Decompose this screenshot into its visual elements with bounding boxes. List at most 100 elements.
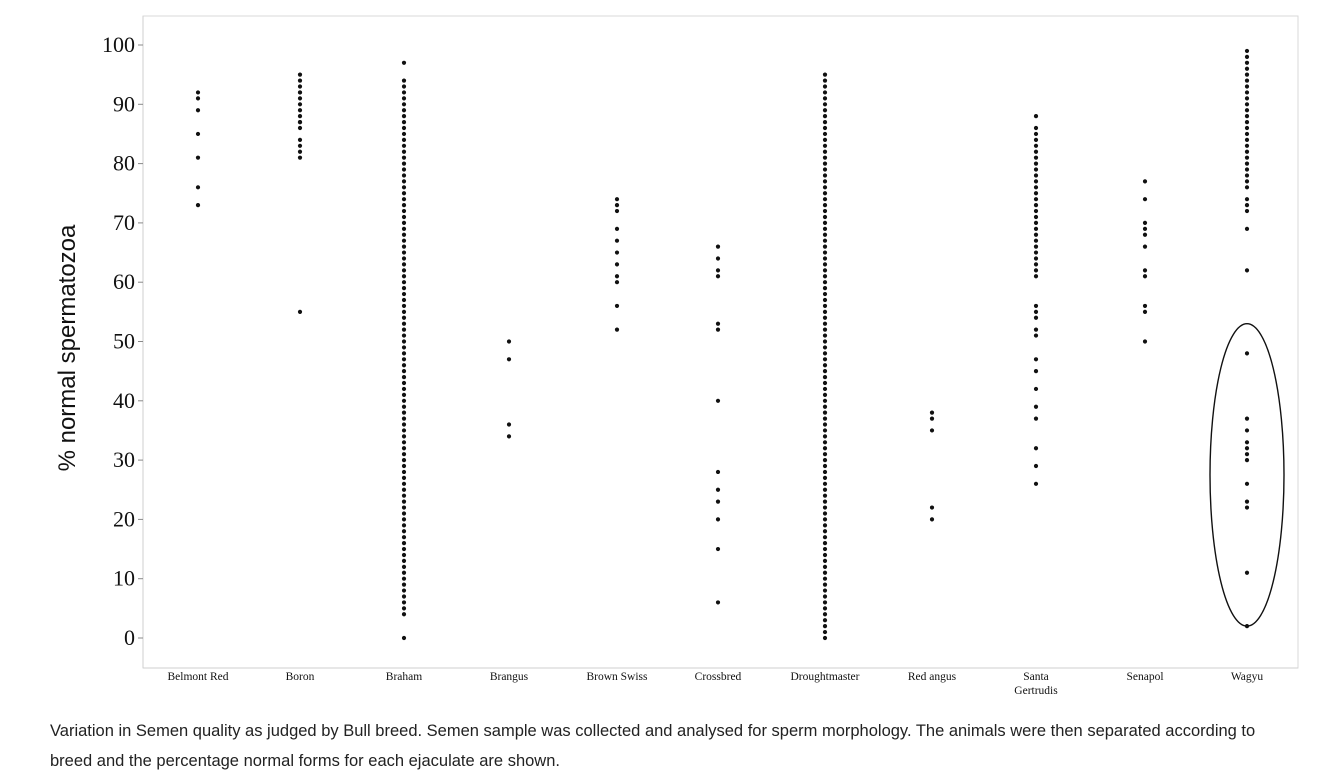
data-point [195,185,201,190]
data-point [401,505,407,510]
category-dots [822,72,828,641]
data-point [1244,226,1250,231]
data-point [1142,274,1148,279]
data-point [401,244,407,249]
data-point [401,268,407,273]
x-tick-label: Brangus [490,671,529,683]
data-point [822,517,828,522]
data-point [822,114,828,119]
data-point [715,487,721,492]
data-point [401,232,407,237]
data-point [715,274,721,279]
data-point [401,588,407,593]
data-point [715,398,721,403]
data-point [822,552,828,558]
data-point [822,149,828,154]
data-point [822,369,828,374]
data-point [1033,131,1039,137]
data-point [1244,119,1250,125]
data-point [401,434,407,439]
data-point [1033,244,1039,249]
category-dots [1142,179,1148,344]
data-point [401,191,407,196]
data-point [401,173,407,178]
data-point [822,155,828,160]
data-point [822,309,828,314]
y-axis-title: % normal spermatozoa [54,224,81,471]
data-point [1033,357,1039,362]
data-point [1033,232,1039,237]
data-point [715,546,721,552]
data-point [822,374,828,380]
data-point [401,487,407,492]
data-point [715,244,721,249]
data-point [1033,404,1039,409]
data-point [506,357,512,362]
y-tick-label: 30 [113,447,135,472]
data-point [822,167,828,172]
data-point [297,96,303,101]
data-point [822,434,828,439]
data-point [401,345,407,350]
x-tick-label: Braham [386,671,422,683]
data-point [822,541,828,546]
data-point [822,398,828,403]
data-point [1033,203,1039,208]
data-point [297,102,303,107]
data-point [1244,208,1250,214]
data-point [401,297,407,303]
data-point [822,173,828,178]
data-point [401,60,407,65]
data-point [401,386,407,392]
data-point [401,398,407,403]
data-point [822,546,828,552]
data-point [1244,499,1250,504]
data-point [822,446,828,451]
data-point [1033,309,1039,314]
data-point [401,606,407,611]
x-tick-label: Boron [286,671,315,683]
data-point [822,137,828,142]
data-point [614,327,620,332]
data-point [715,256,721,261]
data-point [1244,452,1250,457]
data-point [822,250,828,255]
data-point [715,469,721,475]
data-point [614,238,620,243]
data-point [822,600,828,605]
data-point [401,576,407,581]
data-point [401,203,407,208]
data-point [401,90,407,95]
data-point [401,327,407,332]
data-point [822,208,828,214]
data-point [1033,238,1039,243]
data-point [401,108,407,113]
data-point [1033,327,1039,332]
data-point [401,481,407,486]
data-point [1244,131,1250,137]
data-point [401,119,407,125]
data-point [822,238,828,243]
x-tick-label: Droughtmaster [791,671,860,683]
data-point [401,422,407,427]
data-point [401,511,407,516]
data-point [822,303,828,309]
data-point [401,458,407,463]
data-point [401,185,407,190]
category-dots [297,72,303,314]
data-point [822,458,828,463]
data-point [1244,268,1250,273]
data-point [822,570,828,575]
x-tick-label: Santa Gertrudis [1014,671,1058,697]
data-point [1033,161,1039,166]
data-point [715,268,721,273]
data-point [1142,303,1148,309]
data-point [822,185,828,190]
data-point [401,469,407,475]
data-point [297,125,303,131]
data-point [401,96,407,101]
data-point [401,155,407,160]
data-point [822,529,828,534]
data-point [614,197,620,202]
data-point [401,374,407,380]
